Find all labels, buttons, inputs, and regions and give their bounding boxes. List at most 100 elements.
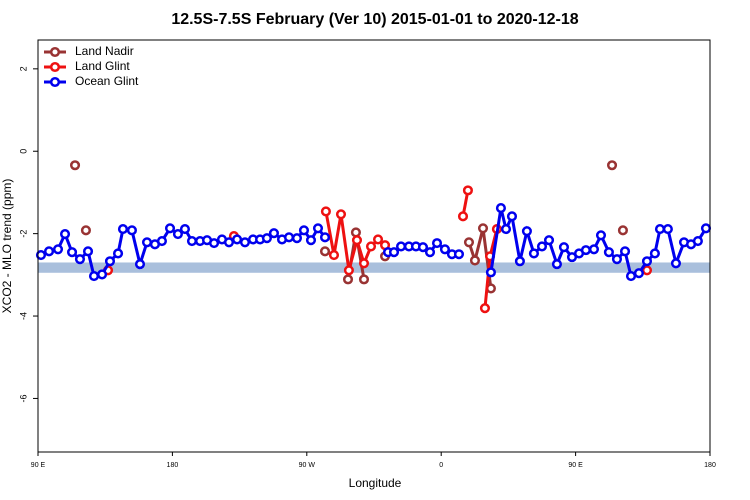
data-point xyxy=(457,211,469,222)
data-point xyxy=(223,237,235,248)
data-point xyxy=(633,268,644,279)
data-point xyxy=(80,225,91,236)
data-point xyxy=(74,254,86,265)
data-point xyxy=(358,258,370,269)
plot-frame xyxy=(37,39,711,453)
data-point xyxy=(172,229,183,240)
chart-title: 12.5S-7.5S February (Ver 10) 2015-01-01 … xyxy=(171,11,578,28)
data-point xyxy=(239,237,251,248)
data-point xyxy=(52,244,64,255)
data-point xyxy=(617,225,628,236)
data-point xyxy=(431,238,443,249)
data-point xyxy=(268,228,279,239)
data-point xyxy=(417,242,429,253)
data-point xyxy=(463,237,475,248)
data-point xyxy=(319,232,331,243)
data-point xyxy=(453,249,465,260)
data-point xyxy=(343,265,354,276)
data-point xyxy=(700,223,712,234)
data-point xyxy=(595,230,607,241)
data-point xyxy=(283,232,295,243)
data-point xyxy=(479,303,491,314)
data-point xyxy=(477,223,489,234)
data-point xyxy=(619,246,631,257)
data-point xyxy=(424,247,436,258)
data-point xyxy=(141,237,153,248)
data-point xyxy=(66,247,78,258)
data-point xyxy=(662,224,673,235)
data-point xyxy=(351,235,363,246)
data-point xyxy=(649,248,660,259)
data-point xyxy=(625,271,637,282)
data-point xyxy=(156,236,167,247)
data-point xyxy=(521,226,532,237)
data-point xyxy=(536,241,548,252)
data-point xyxy=(606,160,618,171)
data-point xyxy=(558,242,570,253)
data-point xyxy=(291,233,302,244)
legend-label: Land Glint xyxy=(75,59,130,73)
data-point xyxy=(580,245,591,256)
data-point xyxy=(82,246,94,257)
data-point xyxy=(35,250,47,261)
y-tick-label: -4 xyxy=(18,312,28,320)
x-tick-label: 180 xyxy=(167,462,179,469)
legend-marker xyxy=(49,76,61,88)
data-point xyxy=(692,236,703,247)
data-point xyxy=(44,246,55,257)
y-tick-label: 0 xyxy=(18,149,28,154)
x-tick-label: 0 xyxy=(439,462,443,469)
data-point xyxy=(439,244,450,255)
data-point xyxy=(69,160,81,171)
data-point xyxy=(670,258,682,269)
data-point xyxy=(59,229,71,240)
data-point xyxy=(611,254,623,265)
data-point xyxy=(350,227,361,238)
data-point xyxy=(641,265,653,276)
data-point xyxy=(117,224,129,235)
legend-marker xyxy=(49,61,61,73)
y-tick-label: -6 xyxy=(18,394,28,402)
data-point xyxy=(641,256,653,267)
x-tick-label: 90 W xyxy=(299,462,316,469)
data-point xyxy=(134,259,146,270)
data-point xyxy=(500,224,512,235)
data-point xyxy=(543,235,555,246)
reference-band xyxy=(38,262,710,273)
x-tick-label: 180 xyxy=(704,462,716,469)
data-point xyxy=(261,233,272,244)
legend-label: Land Nadir xyxy=(75,44,134,58)
data-point xyxy=(186,236,198,247)
data-point xyxy=(588,244,600,255)
y-tick-label: -2 xyxy=(18,230,28,238)
data-point xyxy=(342,274,354,285)
data-point xyxy=(320,206,331,217)
data-point xyxy=(551,259,562,270)
legend-marker xyxy=(49,46,61,58)
data-point xyxy=(298,225,310,236)
data-point xyxy=(88,271,100,282)
data-point xyxy=(97,269,108,280)
data-point xyxy=(209,238,220,249)
data-point xyxy=(372,234,384,245)
data-point xyxy=(319,246,331,257)
data-point xyxy=(495,203,506,214)
data-point xyxy=(462,185,473,196)
x-axis-label: Longitude xyxy=(349,476,402,490)
y-tick-label: 2 xyxy=(18,66,28,71)
data-point xyxy=(528,248,539,259)
data-point xyxy=(514,256,525,267)
data-point xyxy=(654,224,666,235)
legend-label: Ocean Glint xyxy=(75,74,139,88)
data-point xyxy=(179,224,190,235)
data-point xyxy=(126,225,137,236)
data-point xyxy=(388,247,400,258)
data-point xyxy=(603,247,614,258)
data-point xyxy=(112,248,124,259)
data-point xyxy=(164,223,176,234)
data-point xyxy=(358,274,370,285)
y-axis-label: XCO2 - MLO trend (ppm) xyxy=(0,179,14,314)
data-point xyxy=(506,211,518,222)
data-point xyxy=(469,255,480,266)
